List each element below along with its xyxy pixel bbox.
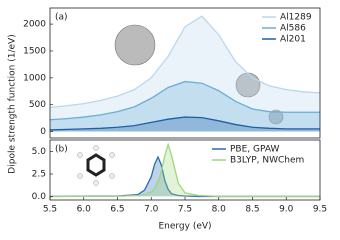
panel-label: (b) <box>55 145 68 155</box>
y-tick-label: 5.0 <box>32 147 47 157</box>
panel-label: (a) <box>55 13 68 23</box>
x-tick-label: 7.0 <box>144 205 159 215</box>
series-line <box>49 142 320 198</box>
legend-label: Al1289 <box>280 13 312 23</box>
y-tick-label: 0 <box>40 127 46 137</box>
area-fill <box>50 117 320 132</box>
legend-label: B3LYP, NWChem <box>230 156 304 166</box>
y-tick-label: 0.0 <box>32 192 47 202</box>
x-tick-label: 6.5 <box>110 205 124 215</box>
series-line <box>49 15 321 109</box>
legend-label: Al586 <box>280 24 306 34</box>
y-tick-label: 500 <box>29 100 46 110</box>
series-line <box>49 80 320 121</box>
x-tick-label: 6.0 <box>77 205 92 215</box>
x-axis-label: Energy (eV) <box>158 222 211 232</box>
x-tick-label: 7.5 <box>178 205 192 215</box>
x-tick-label: 8.5 <box>245 205 259 215</box>
y-tick-label: 1500 <box>23 46 46 56</box>
x-tick-label: 8.0 <box>212 205 227 215</box>
series-line <box>49 116 320 131</box>
area-fill <box>50 16 320 132</box>
series-line <box>49 155 320 198</box>
x-tick-label: 9.5 <box>313 205 327 215</box>
cluster-icons <box>77 24 284 186</box>
x-tick-label: 9.0 <box>279 205 294 215</box>
x-tick-label: 5.5 <box>43 205 57 215</box>
area-fill <box>50 81 320 132</box>
y-tick-label: 1000 <box>23 73 46 83</box>
legend-label: Al201 <box>280 35 306 45</box>
legend-label: PBE, GPAW <box>230 145 280 155</box>
plot-frame <box>49 7 321 139</box>
y-tick-label: 2000 <box>23 20 46 30</box>
y-axis-label: Dipole strength function (1/eV) <box>8 34 18 173</box>
y-tick-label: 2.5 <box>32 170 46 180</box>
